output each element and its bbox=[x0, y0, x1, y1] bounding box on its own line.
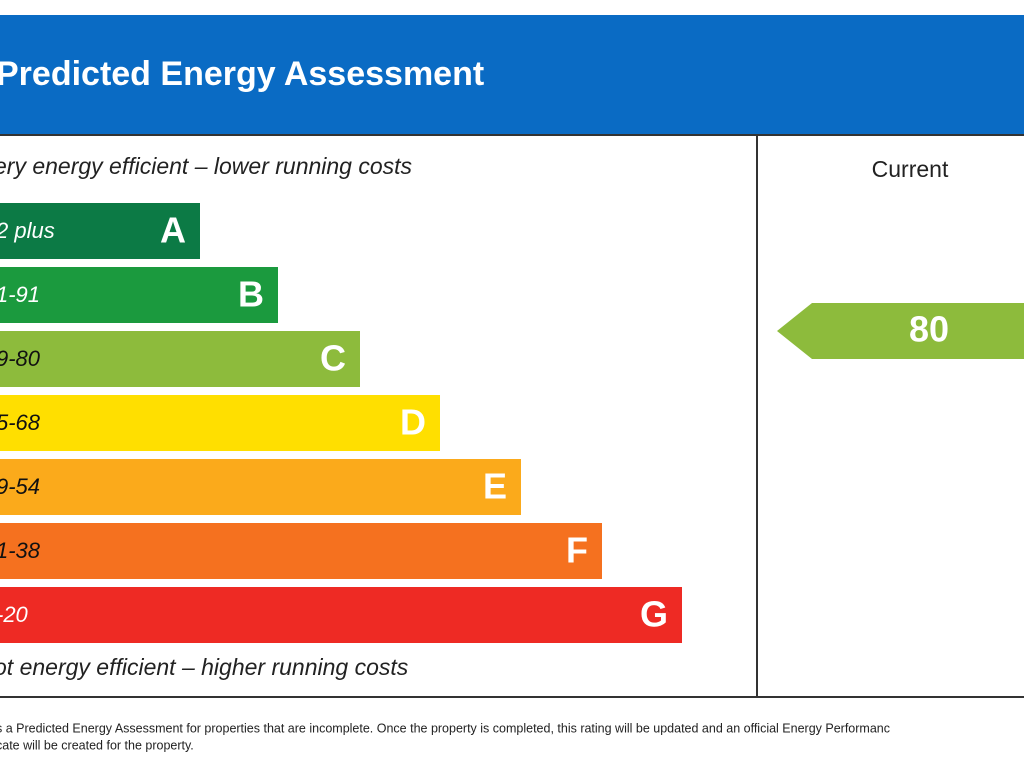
band-range: 1-38 bbox=[0, 538, 41, 563]
band-range: 9-80 bbox=[0, 346, 41, 371]
band-bar bbox=[0, 587, 682, 643]
band-group: 2 plus A 1-91 B 9-80 C 5-68 D 9-54 E 1-38 F -20 G bbox=[0, 203, 682, 643]
band-range: 9-54 bbox=[0, 474, 40, 499]
band-letter: F bbox=[566, 530, 588, 571]
band-range: -20 bbox=[0, 602, 29, 627]
band-letter: B bbox=[238, 274, 264, 315]
bottom-note: ot energy efficient – higher running cos… bbox=[0, 654, 409, 680]
chart-frame bbox=[0, 134, 1024, 698]
footer-line: s a Predicted Energy Assessment for prop… bbox=[0, 721, 890, 735]
band-letter: C bbox=[320, 338, 346, 379]
band-range: 5-68 bbox=[0, 410, 41, 435]
current-rating: 80 bbox=[909, 309, 949, 350]
header-bar bbox=[0, 15, 1024, 135]
band-letter: G bbox=[640, 594, 668, 635]
band-bar bbox=[0, 523, 602, 579]
band-letter: A bbox=[160, 210, 186, 251]
band-letter: E bbox=[483, 466, 507, 507]
top-note: ery energy efficient – lower running cos… bbox=[0, 153, 413, 179]
band-letter: D bbox=[400, 402, 426, 443]
band-bar bbox=[0, 331, 360, 387]
band-range: 1-91 bbox=[0, 282, 40, 307]
header-title: Predicted Energy Assessment bbox=[0, 55, 484, 93]
band-bar bbox=[0, 203, 200, 259]
band-bar bbox=[0, 395, 440, 451]
current-arrow bbox=[777, 303, 1024, 359]
footer-line: cate will be created for the property. bbox=[0, 738, 194, 752]
band-bar bbox=[0, 459, 521, 515]
band-range: 2 plus bbox=[0, 218, 55, 243]
current-label: Current bbox=[872, 156, 949, 182]
band-bar bbox=[0, 267, 278, 323]
